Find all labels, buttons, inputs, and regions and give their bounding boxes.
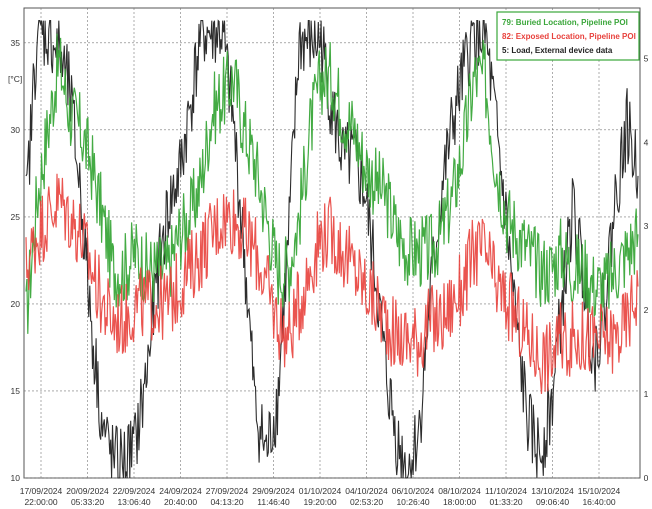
x-tick-date: 17/09/2024: [20, 486, 63, 496]
y-axis-right: 0 1 2 3 4 5: [644, 53, 649, 483]
x-tick-date: 11/10/2024: [485, 486, 527, 496]
series-line-0: [25, 33, 639, 334]
series-line-2: [25, 19, 639, 479]
x-tick-time: 05:33:20: [71, 497, 104, 507]
y-axis-left: 10 15 20 25 30 35: [11, 38, 21, 483]
x-tick-date: 13/10/2024: [531, 486, 574, 496]
x-tick-time: 13:06:40: [117, 497, 150, 507]
grid: [24, 8, 640, 479]
x-tick-date: 29/09/2024: [252, 486, 295, 496]
y2-tick-label: 4: [644, 137, 649, 147]
legend-box: [496, 11, 640, 61]
y-tick-label: 30: [11, 125, 21, 135]
y-tick-label: 20: [11, 299, 21, 309]
x-tick-time: 22:00:00: [24, 497, 57, 507]
x-tick-date: 04/10/2024: [345, 486, 388, 496]
y2-tick-label: 3: [644, 221, 649, 231]
x-tick-time: 04:13:20: [210, 497, 243, 507]
x-tick-date: 24/09/2024: [159, 486, 202, 496]
legend-entry-exposed: 82: Exposed Location, Pipeline POI: [502, 32, 636, 41]
x-tick-date: 08/10/2024: [438, 486, 481, 496]
x-tick-date: 15/10/2024: [578, 486, 621, 496]
series-layer: [25, 19, 639, 479]
legend-entry-load: 5: Load, External device data: [502, 46, 613, 55]
y-tick-label: 15: [11, 386, 21, 396]
x-tick-time: 20:40:00: [164, 497, 197, 507]
y2-tick-label: 5: [644, 53, 649, 63]
x-tick-date: 06/10/2024: [392, 486, 435, 496]
x-tick-time: 19:20:00: [303, 497, 336, 507]
x-tick-time: 09:06:40: [536, 497, 569, 507]
series-line-1: [25, 173, 639, 394]
x-tick-time: 02:53:20: [350, 497, 383, 507]
x-tick-time: 11:46:40: [257, 497, 290, 507]
y-tick-label: 35: [11, 38, 21, 48]
x-tick-time: 16:40:00: [582, 497, 615, 507]
x-tick-date: 27/09/2024: [206, 486, 249, 496]
y-tick-label: 10: [11, 473, 21, 483]
legend-entry-buried: 79: Buried Location, Pipeline POI: [502, 18, 628, 27]
x-tick-time: 18:00:00: [443, 497, 476, 507]
x-tick-time: 10:26:40: [396, 497, 429, 507]
y-axis-unit: [°C]: [8, 74, 22, 84]
y2-tick-label: 2: [644, 305, 649, 315]
y2-tick-label: 1: [644, 389, 649, 399]
y2-tick-label: 0: [644, 473, 649, 483]
x-tick-date: 20/09/2024: [66, 486, 109, 496]
x-tick-date: 01/10/2024: [299, 486, 342, 496]
legend: 79: Buried Location, Pipeline POI 82: Ex…: [496, 11, 640, 61]
x-tick-time: 01:33:20: [489, 497, 522, 507]
x-tick-date: 22/09/2024: [113, 486, 156, 496]
y-tick-label: 25: [11, 212, 21, 222]
